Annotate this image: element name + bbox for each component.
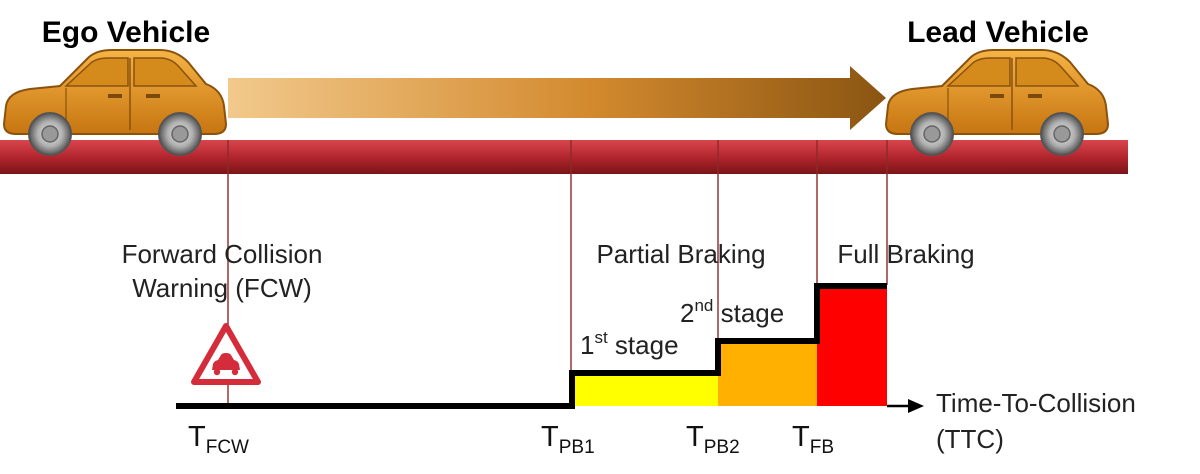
stage2-ordinal: nd [694, 296, 713, 315]
ego-vehicle-label: Ego Vehicle [42, 16, 210, 49]
full-braking-fill [817, 286, 887, 406]
lead-vehicle-label: Lead Vehicle [907, 16, 1089, 49]
ttc-axis-arrowhead [908, 399, 924, 413]
stage1-fill [574, 373, 718, 406]
warning-triangle-car-icon [191, 323, 261, 385]
tick-label-t-pb1: TPB1 [541, 421, 595, 458]
ego-vehicle-car-icon [3, 49, 227, 156]
stage2-word: stage [713, 298, 784, 328]
time-marker-lines [227, 140, 888, 406]
ttc-axis-label-line1: Time-To-Collision [936, 388, 1136, 418]
tick-label-t-fb: TFB [792, 421, 834, 458]
direction-arrow [228, 66, 886, 130]
partial-braking-label: Partial Braking [596, 239, 765, 269]
fcw-label-line1: Forward Collision [122, 239, 323, 269]
stage2-label: 2nd stage [680, 296, 784, 328]
stage1-ordinal: st [594, 328, 608, 347]
fcw-label-line2: Warning (FCW) [132, 273, 312, 303]
stage2-fill [718, 341, 817, 406]
full-braking-label: Full Braking [837, 239, 974, 269]
lead-vehicle-car-icon [885, 49, 1109, 156]
stage1-word: stage [608, 330, 679, 360]
stage2-number: 2 [680, 298, 694, 328]
ttc-axis-label-line2: (TTC) [936, 424, 1004, 454]
stage1-number: 1 [580, 330, 594, 360]
tick-label-t-pb2: TPB2 [686, 421, 740, 458]
tick-label-t-fcw: TFCW [188, 421, 249, 458]
deceleration-profile-line [176, 283, 887, 409]
stage1-label: 1st stage [580, 328, 679, 360]
